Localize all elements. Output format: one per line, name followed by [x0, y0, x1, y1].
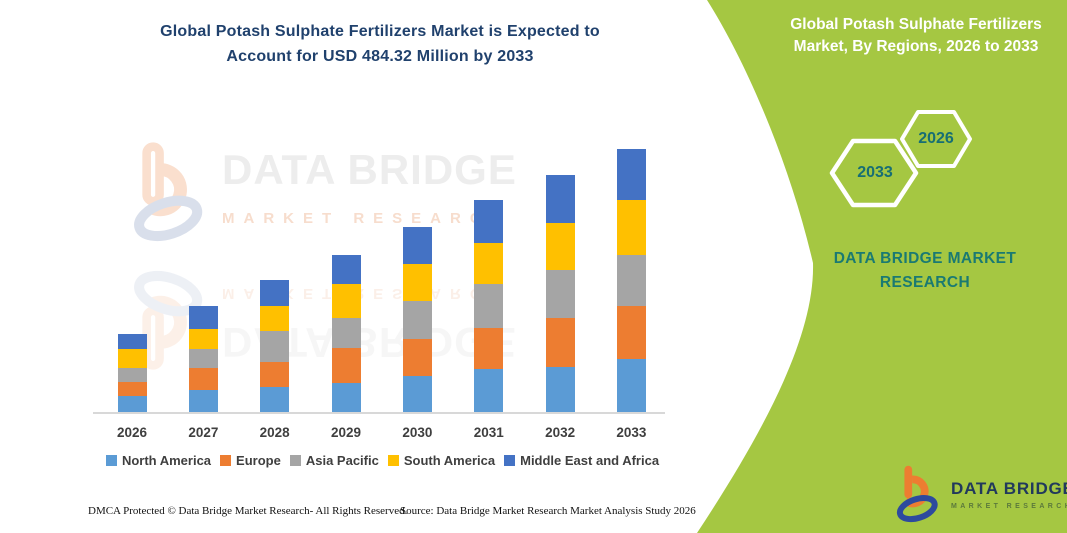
bar-segment-2031-asia-pacific: [474, 283, 504, 329]
bar-segment-2028-europe: [260, 362, 290, 387]
bar-segment-2032-europe: [545, 317, 575, 367]
legend-swatch-icon: [504, 455, 516, 466]
green-panel-shape: [697, 0, 1067, 533]
legend-item-north-america: North America: [105, 453, 212, 468]
x-axis-label-2030: 2030: [402, 425, 433, 440]
bar-segment-2029-south-america: [331, 283, 361, 318]
bar-segment-2029-north-america: [331, 382, 361, 412]
legend-item-asia-pacific: Asia Pacific: [289, 453, 379, 468]
logo-tagline: MARKET RESEARCH: [951, 502, 1067, 510]
bar-segment-2028-middle-east-and-africa: [260, 280, 290, 307]
x-axis-label-2033: 2033: [616, 425, 647, 440]
legend-item-south-america: South America: [387, 453, 496, 468]
legend-item-europe: Europe: [220, 453, 281, 468]
data-bridge-logo: DATA BRIDGE MARKET RESEARCH: [893, 464, 1067, 524]
hexagon-2033-icon: [829, 138, 919, 208]
bar-segment-2031-europe: [474, 328, 504, 369]
panel-brand-line1: DATA BRIDGE MARKET: [833, 250, 1017, 267]
legend-label: South America: [403, 453, 496, 468]
bar-segment-2028-south-america: [260, 306, 290, 332]
panel-title-line1: Global Potash Sulphate Fertilizers: [790, 16, 1042, 33]
green-side-panel: [697, 0, 1067, 533]
footer-source-text: Source: Data Bridge Market Research Mark…: [400, 505, 696, 517]
bar-segment-2031-middle-east-and-africa: [474, 200, 504, 244]
x-axis-label-2026: 2026: [116, 425, 148, 440]
chart-title-line1: Global Potash Sulphate Fertilizers Marke…: [160, 23, 600, 40]
bar-2031: [474, 200, 504, 412]
bar-segment-2030-south-america: [402, 263, 432, 302]
bar-segment-2030-middle-east-and-africa: [402, 226, 432, 264]
bar-segment-2027-middle-east-and-africa: [188, 306, 218, 330]
bar-segment-2030-north-america: [402, 376, 432, 412]
legend-swatch-icon: [105, 455, 117, 466]
panel-title-line2: Market, By Regions, 2026 to 2033: [793, 38, 1039, 56]
hexagon-2026-label: 2026: [918, 130, 954, 147]
panel-title: Global Potash Sulphate Fertilizers Marke…: [772, 14, 1060, 59]
legend-swatch-icon: [387, 455, 399, 466]
chart-title-line2: Account for USD 484.32 Million by 2033: [226, 47, 534, 65]
bar-segment-2033-middle-east-and-africa: [616, 149, 646, 201]
x-axis-label-2029: 2029: [331, 425, 362, 440]
bar-segment-2029-asia-pacific: [331, 317, 361, 348]
x-axis-label-2032: 2032: [545, 425, 576, 440]
hexagon-2033-label: 2033: [857, 164, 893, 181]
bar-2028: [260, 280, 290, 412]
bar-2029: [331, 255, 361, 412]
legend-label: Asia Pacific: [305, 453, 379, 468]
bar-segment-2031-north-america: [474, 368, 504, 412]
hexagon-2026-icon: [900, 110, 972, 168]
bar-segment-2026-europe: [117, 381, 147, 396]
bar-segment-2027-asia-pacific: [188, 348, 218, 368]
bar-segment-2033-north-america: [616, 358, 646, 412]
bar-segment-2028-asia-pacific: [260, 331, 290, 363]
bar-segment-2032-south-america: [545, 222, 575, 270]
legend: North America Europe Asia Pacific South Ame…: [90, 453, 675, 468]
x-axis-label-2028: 2028: [259, 425, 290, 440]
bar-segment-2027-north-america: [188, 390, 218, 412]
footer-dmca-text: DMCA Protected © Data Bridge Market Rese…: [88, 505, 408, 517]
bar-segment-2026-middle-east-and-africa: [117, 333, 147, 350]
bar-2026: [117, 333, 147, 412]
bar-2027: [188, 306, 218, 412]
bar-segment-2033-south-america: [616, 200, 646, 255]
bar-2032: [545, 174, 575, 412]
bar-segment-2026-south-america: [117, 349, 147, 368]
bar-segment-2030-asia-pacific: [402, 301, 432, 339]
legend-swatch-icon: [289, 455, 301, 466]
x-axis-label-2027: 2027: [188, 425, 219, 440]
bar-segment-2031-south-america: [474, 243, 504, 284]
bar-segment-2032-middle-east-and-africa: [545, 174, 575, 223]
bar-segment-2026-north-america: [117, 395, 147, 412]
x-axis-line: [93, 412, 665, 414]
panel-brand-line2: RESEARCH: [879, 274, 971, 292]
bar-segment-2027-south-america: [188, 329, 218, 349]
bar-segment-2029-middle-east-and-africa: [331, 255, 361, 284]
legend-swatch-icon: [220, 455, 232, 466]
legend-label: Europe: [236, 453, 281, 468]
bar-segment-2028-north-america: [260, 386, 290, 412]
data-bridge-logo-icon: [896, 465, 938, 523]
bar-2033: [616, 149, 646, 412]
bar-segment-2032-asia-pacific: [545, 269, 575, 318]
x-axis-label-2031: 2031: [473, 425, 504, 440]
legend-label: Middle East and Africa: [520, 453, 660, 468]
plot-area: 2026 2027 2028 2029 2030 2031 2032 2033: [93, 149, 665, 440]
legend-item-middle-east-and-africa: Middle East and Africa: [504, 453, 659, 468]
bar-segment-2032-north-america: [545, 366, 575, 412]
bar-segment-2033-europe: [616, 306, 646, 359]
bar-segment-2029-europe: [331, 347, 361, 383]
chart-title: Global Potash Sulphate Fertilizers Marke…: [70, 20, 690, 70]
bar-segment-2027-europe: [188, 367, 218, 391]
panel-brand-text: DATA BRIDGE MARKET RESEARCH: [790, 247, 1060, 295]
bar-2030: [402, 226, 432, 412]
legend-label: North America: [121, 453, 212, 468]
logo-name: DATA BRIDGE: [951, 478, 1067, 498]
bar-segment-2026-asia-pacific: [117, 367, 147, 382]
bar-segment-2033-asia-pacific: [616, 254, 646, 307]
bar-segment-2030-europe: [402, 338, 432, 377]
